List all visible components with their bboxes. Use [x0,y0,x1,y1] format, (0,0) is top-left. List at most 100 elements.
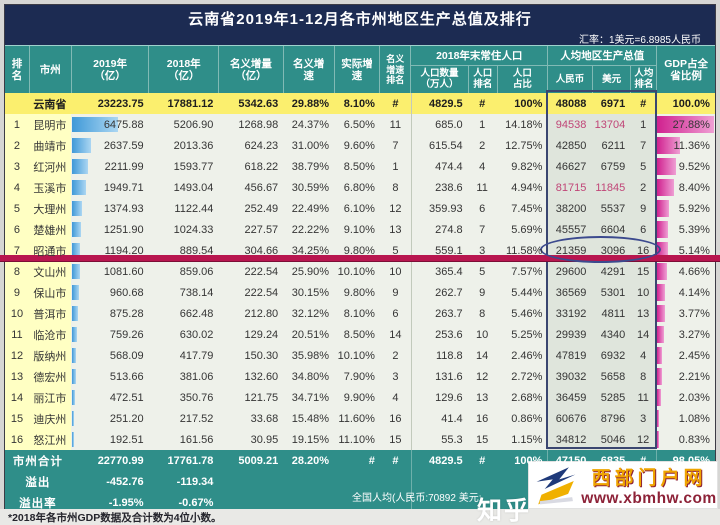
gdp-share-databar [657,116,715,133]
gdp-share-databar [657,242,669,259]
cell-rg: 8.10% [334,93,380,114]
cell-inc: 1268.98 [238,118,279,131]
cell-pop: 4829.5 [410,93,468,114]
gdp-2019-databar [71,138,91,153]
gdp-2019-databar [71,159,88,174]
col-header-nominal-increase: 名义增量 （亿） [218,46,283,94]
cell-usd: 3096 [591,240,631,261]
cell-ng [283,471,335,492]
gdp-share-databar [657,158,677,175]
footnote-strip: *2018年各市州GDP数据及合计数为4位小数。 [0,509,720,525]
cell-usd: 6759 [591,156,631,177]
col-header-pop-rank: 人口 排名 [467,66,497,94]
cell-pops: 1.15% [511,433,543,446]
cell-pcr: 9 [630,198,657,219]
col-header-2018: 2018年 （亿） [148,46,218,94]
cell-pop: 55.3 [410,429,468,450]
cell-rank: 16 [5,429,29,450]
footnote-text: *2018年各市州GDP数据及合计数为4位小数。 [8,511,222,524]
cell-rank: 12 [5,345,29,366]
cell-rg: 10.10% [337,349,375,362]
cell-inc: 132.60 [244,370,279,383]
table-row: 8 文山州 1081.60 859.06 222.54 25.90% 10.10% 10 365… [5,261,715,282]
cell-name: 云南省 [28,93,71,114]
cell-ng: 24.37% [291,118,330,131]
gdp-share-databar [657,284,666,301]
cell-pcr: 11 [630,387,657,408]
cell-ng: 28.20% [283,450,335,471]
table-row: 3 红河州 2211.99 1593.77 618.22 38.79% 8.50% 1 474.… [5,156,715,177]
cell-usd: 6932 [591,345,631,366]
cell-usd: 11845 [591,177,631,198]
col-header-percapita-rank: 人均 排名 [630,66,656,94]
cell-share: 11.36% [656,135,715,156]
table-row: 4 玉溪市 1949.71 1493.04 456.67 30.59% 6.80% 8 238.… [5,177,715,198]
cell-gdp2018: 738.14 [179,286,214,299]
cell-popr [467,471,497,492]
cell-gdp2019: 2211.99 [71,156,149,177]
cell-ngr: 12 [389,202,402,215]
table-row: 7 昭通市 1194.20 889.54 304.66 34.25% 9.80% 5 559.1… [5,240,715,261]
cell-popr: 4 [479,160,486,173]
cell-cny: 39032 [547,366,592,387]
cell-name: 版纳州 [28,345,71,366]
cell-popr [467,492,497,513]
cell-pop: 131.6 [410,366,468,387]
cell-name: 丽江市 [28,387,71,408]
exchange-rate-bar: 汇率：1美元=6.8985人民币 [5,31,715,46]
cell-name: 临沧市 [28,324,71,345]
cell-pop: 474.4 [410,156,468,177]
cell-pcr: 12 [630,429,657,450]
cell-gdp2019: 23223.75 [70,93,149,114]
cell-share: 5.92% [656,198,715,219]
cell-gdp2019: 1251.90 [71,219,149,240]
cell-usd: 5046 [591,429,631,450]
cell-cny: 33192 [547,303,592,324]
cell-usd: 5285 [591,387,631,408]
cell-share: 5.39% [656,219,715,240]
cell-cny: 47819 [547,345,592,366]
cell-gdp2019: -1.95% [70,492,149,513]
cell-gdp2018: 417.79 [179,349,214,362]
cell-ng: 30.59% [291,181,330,194]
cell-pops: 2.72% [511,370,543,383]
gdp-2019-databar [71,117,118,132]
table-row: 2 曲靖市 2637.59 2013.36 624.23 31.00% 9.60% 7 615.… [5,135,715,156]
site-url: www.xbmhw.com [581,489,717,507]
site-watermark: 西部门户网 www.xbmhw.com [529,462,717,508]
cell-share: 3.77% [656,303,715,324]
cell-rg: 9.10% [343,223,375,236]
cell-share: 5.14% [656,240,715,261]
gdp-share-databar [657,389,662,406]
cell-ng: 30.15% [291,286,330,299]
cell-rank: 14 [5,387,29,408]
cell-pop [410,492,468,513]
cell-ngr: 4 [392,391,399,404]
cell-gdp2018: 662.48 [179,307,214,320]
cell-cny: 81715 [547,177,592,198]
cell-pops: 4.94% [511,181,543,194]
col-header-nominal-growth: 名义增 速 [282,46,334,94]
cell-share: 3.27% [656,324,715,345]
cell-rg: 8.50% [343,328,375,341]
gdp-2019-databar [71,222,81,237]
cell-ng [283,492,335,513]
cell-cny: 36569 [547,282,592,303]
cell-cny: 60676 [547,408,592,429]
cell-rg: 8.50% [343,160,375,173]
gdp-share-databar [657,200,670,217]
cell-ngr: 10 [389,265,402,278]
cell-pcr: 14 [630,324,657,345]
cell-gdp2018: 859.06 [179,265,214,278]
cell-rank [5,93,29,114]
cell-gdp2019: -452.76 [70,471,149,492]
cell-rank: 2 [5,135,29,156]
cell-ngr: 5 [392,244,399,257]
cell-popr: 1 [479,118,486,131]
cell-gdp2018: -0.67% [148,492,219,513]
site-name: 西部门户网 [591,467,707,489]
cell-pcr: 2 [630,177,657,198]
cell-pops: 2.46% [511,349,543,362]
cell-ngr: 14 [389,328,402,341]
